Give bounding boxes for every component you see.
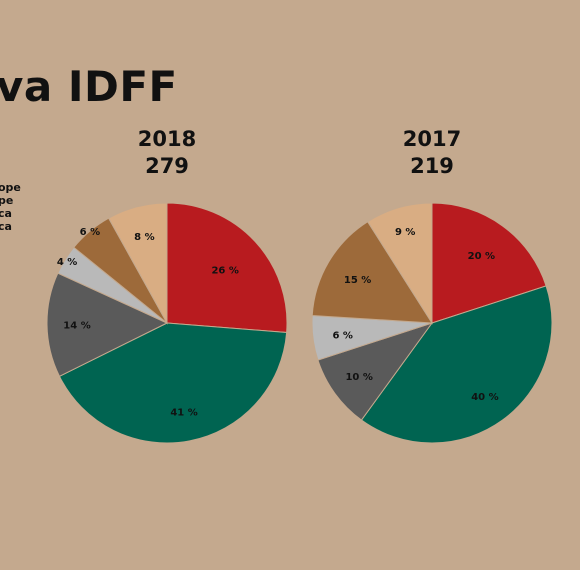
pie-slice xyxy=(166,202,288,334)
pie-slice xyxy=(107,202,168,325)
legend-item: ope xyxy=(0,181,21,194)
slice-label: 4 % xyxy=(57,257,77,268)
pie-slice xyxy=(367,202,433,325)
legend-item: ca xyxy=(0,207,12,220)
pie-slice xyxy=(311,220,433,324)
slice-label: 41 % xyxy=(170,407,197,418)
slice-label: 9 % xyxy=(395,227,415,238)
legend-item: ca xyxy=(0,220,12,233)
chart-subtitle: 219 xyxy=(410,154,454,178)
pie-slice xyxy=(431,202,547,324)
slice-label: 40 % xyxy=(471,392,498,403)
pie-slice xyxy=(360,285,553,444)
chart-title: 2018 xyxy=(137,127,197,151)
pie-slice xyxy=(317,322,434,421)
chart-header-2018: 2018 279 xyxy=(102,126,232,180)
pie-chart-2017: 20 % 40 % 10 % 6 % 15 % 9 % xyxy=(311,202,553,444)
legend: ope pe ca ca xyxy=(0,181,21,233)
chart-title: 2017 xyxy=(402,127,462,151)
slice-label: 6 % xyxy=(332,330,352,341)
chart-header-2017: 2017 219 xyxy=(367,126,497,180)
slice-label: 6 % xyxy=(80,227,100,238)
slice-label: 26 % xyxy=(211,265,238,276)
chart-subtitle: 279 xyxy=(145,154,189,178)
page-title: va IDFF xyxy=(0,62,178,111)
legend-item: pe xyxy=(0,194,14,207)
slice-label: 8 % xyxy=(134,232,154,243)
pie-slice xyxy=(46,272,169,377)
pie-chart-2018: 26 % 41 % 14 % 4 % 6 % 8 % xyxy=(46,202,288,444)
pie-slice xyxy=(58,322,288,444)
slice-label: 20 % xyxy=(468,251,495,262)
slice-label: 14 % xyxy=(63,320,90,331)
slice-label: 10 % xyxy=(345,372,372,383)
slice-label: 15 % xyxy=(344,275,371,286)
